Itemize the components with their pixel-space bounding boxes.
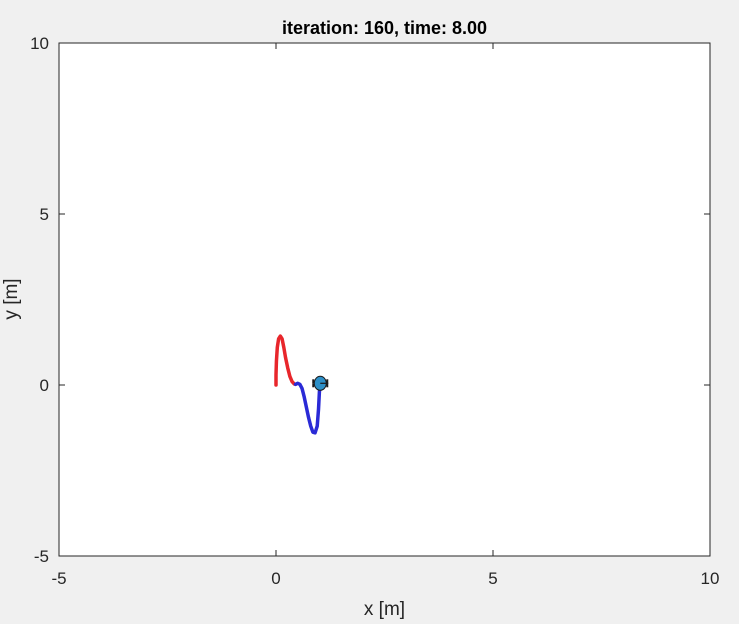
y-tick-label: -5 xyxy=(34,547,49,566)
x-tick-label: 10 xyxy=(701,569,720,588)
tick-labels: -5 0 5 10 -5 0 5 10 xyxy=(30,34,719,588)
vehicle-wheel xyxy=(312,383,315,388)
trajectory-series-2 xyxy=(293,379,324,435)
vehicle-wheel xyxy=(326,383,329,388)
y-tick-label: 5 xyxy=(40,205,49,224)
x-tick-label: 0 xyxy=(271,569,280,588)
x-tick-label: 5 xyxy=(488,569,497,588)
vehicle-wheel xyxy=(326,379,329,384)
plot-area: -5 0 5 10 -5 0 5 10 xyxy=(30,34,719,588)
y-axis-label: y [m] xyxy=(1,278,22,319)
tick-marks xyxy=(58,42,711,557)
axes-box xyxy=(58,42,711,557)
x-axis-label: x [m] xyxy=(364,599,405,620)
series-group xyxy=(274,334,324,435)
vehicle-wheel xyxy=(312,379,315,384)
y-tick-label: 0 xyxy=(40,376,49,395)
x-tick-label: -5 xyxy=(51,569,66,588)
trajectory-series-1 xyxy=(274,334,298,387)
vehicle-marker-group xyxy=(312,375,329,391)
y-tick-label: 10 xyxy=(30,34,49,53)
chart-title: iteration: 160, time: 8.00 xyxy=(282,18,487,38)
